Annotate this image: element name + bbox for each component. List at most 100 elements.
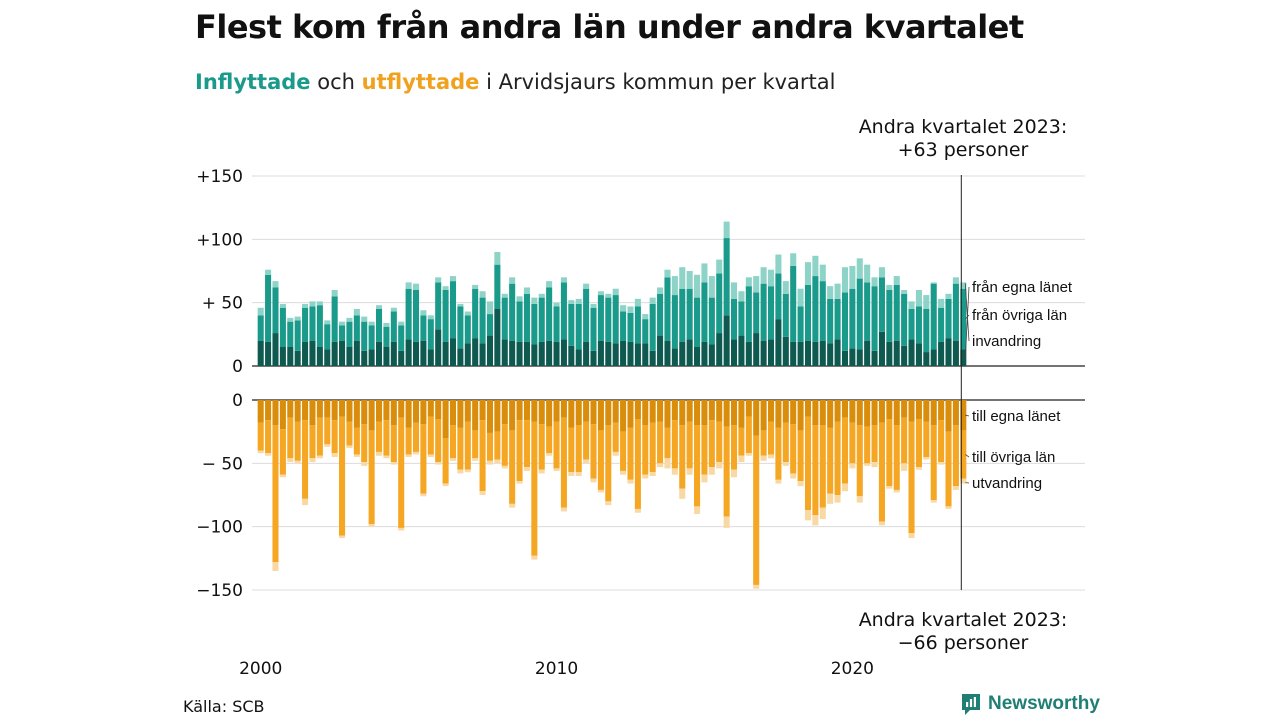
outflow-bar-segment — [664, 458, 671, 469]
annotation-top-line: Andra kvartalet 2023: — [859, 116, 1068, 138]
outflow-bar-segment — [753, 584, 760, 589]
inflow-bar-segment — [819, 340, 826, 366]
outflow-bar-segment — [753, 435, 760, 585]
outflow-bar-segment — [435, 462, 442, 465]
inflow-bar-segment — [257, 315, 264, 341]
inflow-bar-segment — [634, 343, 641, 366]
inflow-bar-segment — [590, 303, 597, 308]
inflow-bar-segment — [804, 340, 812, 366]
chart-subtitle: Inflyttade och utflyttade i Arvidsjaurs … — [195, 70, 835, 94]
outflow-bar-segment — [686, 421, 693, 469]
inflow-bar-segment — [760, 267, 767, 284]
inflow-bar-segment — [923, 309, 930, 353]
outflow-bar-segment — [908, 421, 915, 533]
inflow-bar-segment — [841, 267, 849, 293]
inflow-bar-segment — [523, 293, 530, 342]
inflow-bar-segment — [457, 348, 464, 366]
inflow-bar-segment — [590, 350, 597, 366]
outflow-bar-segment — [901, 417, 908, 464]
outflow-bar-segment — [738, 427, 745, 456]
outflow-bar-segment — [760, 430, 767, 456]
outflow-bar-segment — [620, 470, 627, 475]
inflow-bar-segment — [272, 281, 279, 288]
inflow-bar-segment — [612, 295, 619, 344]
outflow-bar-segment — [797, 400, 804, 431]
outflow-bars — [257, 400, 967, 589]
inflow-bar-segment — [701, 263, 708, 283]
inflow-bar-segment — [952, 283, 959, 341]
outflow-bar-segment — [827, 427, 834, 494]
inflow-bar-segment — [716, 273, 723, 334]
inflow-bar-segment — [856, 349, 863, 366]
outflow-bar-segment — [516, 420, 523, 482]
outflow-bar-segment — [442, 438, 449, 484]
inflow-bar-segment — [686, 339, 693, 366]
outflow-bar-segment — [324, 444, 331, 447]
outflow-bar-segment — [375, 400, 383, 422]
inflow-bar-segment — [849, 288, 856, 349]
brand[interactable]: Newsworthy — [960, 692, 1100, 716]
inflow-bar-segment — [804, 284, 812, 341]
outflow-bar-segment — [575, 425, 582, 473]
outflow-bar-segment — [649, 422, 656, 473]
inflow-bar-segment — [398, 350, 405, 366]
inflow-bar-segment — [834, 339, 841, 366]
outflow-bar-segment — [664, 400, 671, 428]
outflow-bar-segment — [841, 483, 849, 492]
inflow-bar-segment — [509, 277, 516, 284]
outflow-bar-segment — [294, 400, 301, 422]
inflow-bar-segment — [819, 264, 826, 282]
inflow-bar-segment — [375, 309, 383, 342]
inflow-bar-segment — [368, 321, 375, 326]
outflow-bar-segment — [486, 460, 494, 465]
outflow-bar-segment — [294, 460, 301, 464]
outflow-bar-segment — [538, 400, 545, 425]
outflow-bar-segment — [642, 425, 649, 475]
outflow-bar-segment — [375, 421, 383, 452]
outflow-bar-segment — [694, 506, 701, 514]
outflow-bar-segment — [597, 489, 604, 493]
outflow-bar-segment — [738, 400, 745, 428]
inflow-bar-segment — [827, 286, 834, 299]
outflow-bar-segment — [915, 467, 922, 470]
inflow-bar-segment — [952, 277, 959, 284]
inflow-bar-segment — [664, 340, 671, 366]
outflow-bar-segment — [804, 416, 812, 511]
outflow-bar-segment — [353, 400, 360, 428]
outflow-bar-segment — [886, 400, 893, 419]
outflow-bar-segment — [790, 473, 797, 479]
outflow-bar-segment — [745, 416, 752, 454]
outflow-bar-segment — [856, 400, 863, 426]
inflow-bar-segment — [738, 335, 745, 366]
inflow-bar-segment — [501, 339, 508, 366]
outflow-bar-segment — [938, 420, 945, 463]
series-label-top: invandring — [972, 333, 1041, 350]
outflow-bar-segment — [797, 430, 804, 482]
x-tick-label: 2020 — [831, 659, 874, 679]
inflow-bar-segment — [331, 290, 338, 297]
outflow-bar-segment — [287, 458, 294, 463]
inflow-bar-segment — [442, 341, 449, 366]
inflow-bar-segment — [353, 309, 360, 316]
inflow-bar-segment — [864, 282, 871, 341]
outflow-bar-segment — [871, 462, 878, 468]
outflow-bar-segment — [383, 455, 390, 459]
outflow-bar-segment — [723, 400, 730, 427]
outflow-bar-segment — [952, 486, 959, 490]
outflow-bar-segment — [412, 451, 420, 455]
outflow-bar-segment — [568, 427, 575, 473]
outflow-bar-segment — [316, 400, 323, 418]
inflow-bar-segment — [560, 339, 567, 366]
y-tick-label-top: + 50 — [202, 294, 243, 314]
inflow-bar-segment — [435, 329, 442, 366]
inflow-bar-segment — [767, 269, 775, 287]
series-label-leader — [965, 454, 970, 458]
inflow-bar-segment — [701, 282, 708, 342]
outflow-bar-segment — [952, 400, 959, 426]
outflow-bar-segment — [945, 506, 952, 509]
inflow-bar-segment — [620, 311, 627, 341]
outflow-bar-segment — [620, 400, 627, 432]
outflow-bar-segment — [827, 400, 834, 428]
outflow-bar-segment — [657, 400, 664, 422]
outflow-bar-segment — [375, 451, 383, 456]
